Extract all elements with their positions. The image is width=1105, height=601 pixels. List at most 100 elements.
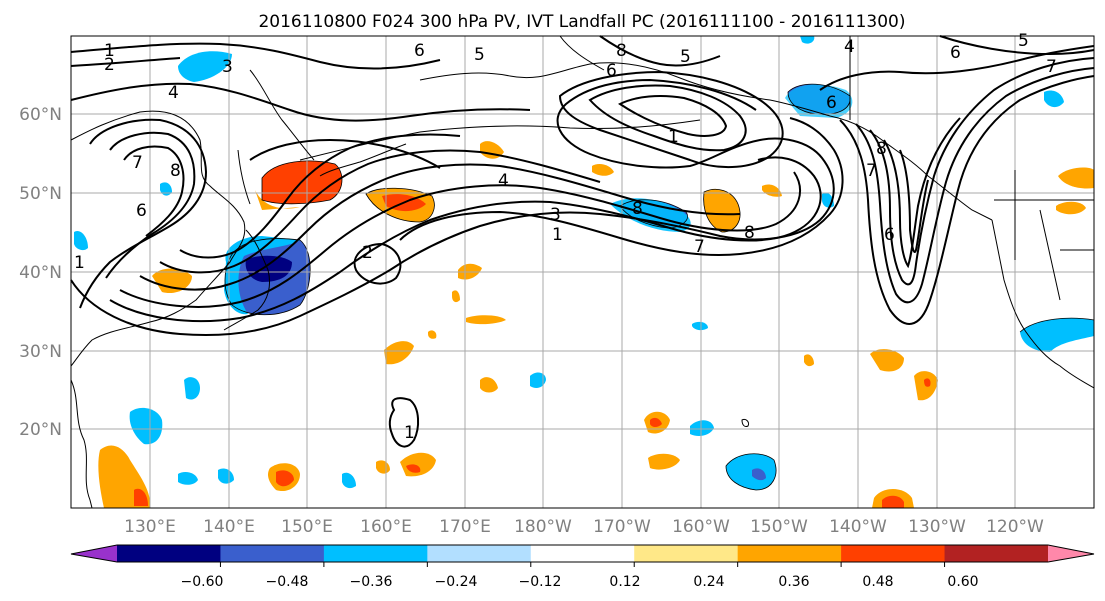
contour-label: 6 <box>826 93 837 113</box>
contour-label: 1 <box>404 423 415 443</box>
contour-line <box>618 95 728 137</box>
shade-positive <box>152 268 192 294</box>
shade-negative <box>160 182 172 196</box>
contour-label: 2 <box>362 243 373 263</box>
pv-shading-outlines <box>224 83 1095 491</box>
colorbar-segment <box>944 545 1049 562</box>
contour-label: 8 <box>170 161 181 181</box>
contour-label: 6 <box>606 61 617 81</box>
shade-positive <box>804 354 814 367</box>
coastline-asia <box>70 110 246 367</box>
contour-label: 4 <box>168 83 179 103</box>
contour-line <box>819 45 1095 91</box>
shade-negative <box>530 372 546 388</box>
shade-positive <box>255 190 300 210</box>
lon-label: 130°W <box>908 517 966 537</box>
shade-positive <box>650 417 662 427</box>
lat-label: 30°N <box>19 342 62 362</box>
contour-label: 4 <box>498 171 509 191</box>
shade-positive <box>276 470 294 487</box>
contour-label: 6 <box>414 41 425 61</box>
contour-line <box>70 82 531 122</box>
island-hawaii <box>741 419 749 427</box>
colorbar-segments <box>71 545 1094 562</box>
shade-positive <box>466 315 506 325</box>
colorbar-ticks <box>219 562 946 567</box>
shade-positive <box>648 453 680 470</box>
contour-line <box>249 138 441 169</box>
contour-label: 3 <box>550 205 561 225</box>
contour-line <box>79 118 208 309</box>
contour-line <box>588 84 747 152</box>
shade-positive <box>406 464 421 473</box>
shade-negative <box>245 255 292 282</box>
contour-line <box>839 75 1095 325</box>
shade-negative <box>184 377 200 400</box>
lat-label: 50°N <box>19 184 62 204</box>
contour-label: 7 <box>694 237 705 257</box>
contour-line <box>399 117 844 257</box>
contour-label: 8 <box>876 139 887 159</box>
contour-label: 7 <box>866 161 877 181</box>
colorbar-tick-label: 0.36 <box>778 574 809 590</box>
contour-line <box>109 156 822 323</box>
shade-positive <box>428 330 437 339</box>
coastline-kuril <box>319 143 407 177</box>
colorbar-segment <box>841 545 946 562</box>
shade-negative <box>178 51 232 82</box>
contour-line <box>139 163 741 291</box>
contour-label: 3 <box>222 57 233 77</box>
lat-labels: 60°N 50°N 40°N 30°N 20°N <box>19 105 62 440</box>
shade-positive <box>452 290 460 303</box>
shade-negative <box>224 236 300 315</box>
shade-negative <box>1020 318 1094 352</box>
map-frame <box>70 35 1095 509</box>
lon-label: 160°E <box>360 517 412 537</box>
shade-positive <box>1056 201 1086 215</box>
shade-positive <box>134 488 148 506</box>
shade-negative <box>785 84 853 118</box>
lon-label: 180°W <box>514 517 572 537</box>
lon-label: 150°E <box>281 517 333 537</box>
colorbar-tick-label: 0.60 <box>947 574 978 590</box>
contour-label: 4 <box>844 37 855 57</box>
coastline-kamchatka <box>249 69 315 161</box>
colorbar-segment <box>427 545 532 562</box>
contour-line <box>179 133 461 259</box>
lon-label: 160°W <box>672 517 730 537</box>
border-states-2 <box>1039 209 1061 301</box>
contour-label: 2 <box>104 55 115 75</box>
contour-label-group: 1 2 3 4 7 8 6 1 2 6 5 4 3 1 8 6 5 1 8 7 … <box>74 31 1057 443</box>
colorbar-tick-label: 0.24 <box>693 574 724 590</box>
shade-negative <box>342 472 356 489</box>
shade-negative <box>1044 90 1064 108</box>
colorbar-tick-label: −0.24 <box>435 574 478 590</box>
coastline-sakhalin <box>237 149 251 205</box>
contour-label: 1 <box>104 41 115 61</box>
contour-line <box>599 35 721 67</box>
shade-positive <box>480 377 498 393</box>
contour-line <box>70 42 441 70</box>
colorbar-tick-label: 0.12 <box>609 574 640 590</box>
coastline-alaska <box>419 62 993 221</box>
colorbar-tick-label: −0.12 <box>519 574 562 590</box>
pv-contours <box>70 35 1095 448</box>
shade-positive <box>882 495 904 508</box>
shade-positive <box>762 184 782 197</box>
colorbar-segment <box>737 545 842 562</box>
shade-negative <box>178 472 198 485</box>
contour-line <box>869 57 1095 286</box>
colorbar-outline <box>70 544 1095 563</box>
map-panel: 1 2 3 4 7 8 6 1 2 6 5 4 3 1 8 6 5 1 8 7 … <box>19 31 1095 537</box>
lon-labels: 130°E 140°E 150°E 160°E 170°E 180°W 170°… <box>124 517 1044 537</box>
contour-line <box>899 149 929 253</box>
contour-label: 7 <box>1046 57 1057 77</box>
lon-label: 170°W <box>593 517 651 537</box>
contour-line <box>105 131 196 279</box>
shade-positive <box>924 378 931 387</box>
coastlines <box>70 35 1095 509</box>
shade-negative <box>74 230 88 251</box>
contour-label: 5 <box>474 45 485 65</box>
colorbar-tick-label: −0.36 <box>350 574 393 590</box>
